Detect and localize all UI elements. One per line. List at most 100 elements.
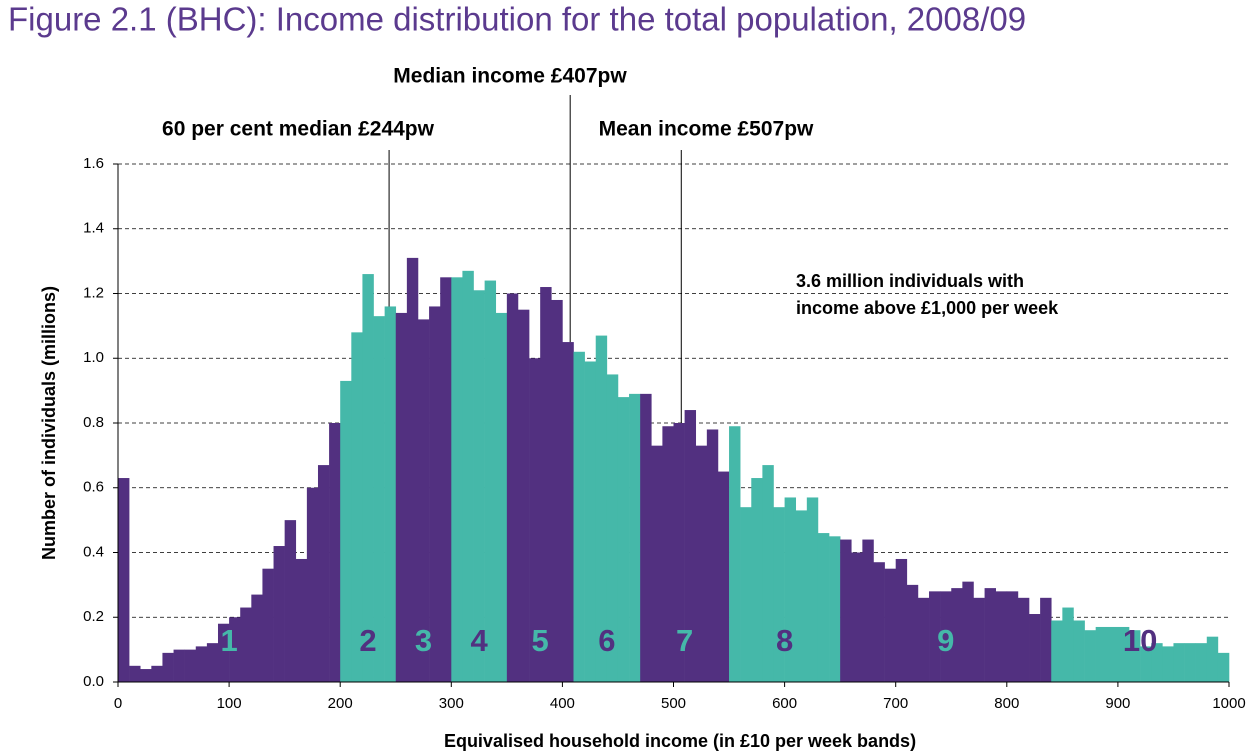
annotation: Median income £407pw (393, 65, 627, 88)
bar (1117, 626, 1130, 682)
bar (817, 533, 830, 682)
bar (229, 617, 241, 682)
x-tick-label: 400 (550, 695, 575, 712)
decile-label: 2 (359, 623, 376, 658)
note-line: income above £1,000 per week (796, 298, 1059, 318)
bar (706, 429, 719, 682)
decile-label: 10 (1123, 623, 1157, 658)
note-line: 3.6 million individuals with (796, 271, 1024, 291)
y-axis-title: Number of individuals (millions) (39, 286, 59, 560)
y-tick-label: 0.6 (83, 479, 104, 496)
x-tick-label: 200 (328, 695, 353, 712)
y-tick-label: 0.2 (83, 608, 104, 625)
x-tick-label: 900 (1105, 695, 1130, 712)
bar (773, 507, 785, 682)
bar (551, 299, 563, 682)
x-tick-label: 100 (217, 695, 242, 712)
bar (795, 510, 808, 682)
bar (151, 665, 163, 682)
bar (306, 487, 319, 682)
bar (118, 478, 130, 682)
bar (484, 280, 497, 682)
x-axis-title: Equivalised household income (in £10 per… (444, 731, 916, 751)
bar (640, 393, 652, 682)
bar (1140, 646, 1152, 682)
bar (1173, 643, 1185, 682)
bar (1029, 614, 1041, 682)
bar (984, 588, 996, 682)
bar (373, 316, 385, 682)
x-tick-label: 700 (883, 695, 908, 712)
bar (517, 309, 530, 682)
bar (417, 319, 430, 682)
bar (529, 358, 541, 682)
bar (862, 539, 874, 682)
bar (1040, 597, 1052, 682)
bar (351, 332, 363, 682)
bar (195, 646, 208, 682)
bar (973, 597, 985, 682)
x-tick-label: 800 (994, 695, 1019, 712)
bar (1217, 652, 1230, 682)
bar (1106, 626, 1119, 682)
bar (1017, 597, 1030, 682)
bar (1006, 591, 1019, 682)
bar (251, 594, 263, 682)
bar (540, 287, 552, 682)
bar (429, 306, 441, 682)
bar (562, 342, 574, 682)
bar (1051, 620, 1063, 682)
y-tick-label: 0.4 (83, 543, 104, 560)
bar (1206, 636, 1219, 682)
bar (695, 445, 708, 682)
bar (929, 591, 941, 682)
bar (184, 649, 197, 682)
bar (406, 257, 419, 682)
bar (295, 558, 308, 682)
x-tick-label: 500 (661, 695, 686, 712)
bar (840, 539, 852, 682)
bar (895, 558, 908, 682)
bar (662, 426, 674, 682)
bar (1195, 643, 1208, 682)
x-tick-label: 600 (772, 695, 797, 712)
bar (462, 270, 474, 682)
bar (217, 623, 230, 682)
bar (173, 649, 185, 682)
bar (584, 361, 597, 682)
bar (340, 380, 352, 682)
bar (129, 665, 141, 682)
bar (1073, 620, 1085, 682)
y-tick-label: 1.6 (83, 155, 104, 172)
bar (506, 293, 519, 682)
bar (273, 546, 285, 682)
bar (784, 497, 797, 682)
bar (606, 374, 619, 682)
decile-label: 1 (220, 623, 237, 658)
x-tick-label: 0 (114, 695, 122, 712)
y-tick-label: 0.0 (83, 673, 104, 690)
bar (717, 471, 730, 682)
bar (651, 445, 663, 682)
annotation: 60 per cent median £244pw (162, 118, 435, 141)
bar (740, 507, 752, 682)
bar (873, 562, 885, 682)
decile-label: 6 (598, 623, 615, 658)
chart-title: Figure 2.1 (BHC): Income distribution fo… (8, 1, 1026, 38)
bar (284, 520, 297, 682)
bar (384, 306, 397, 682)
bar (262, 568, 274, 682)
bar (317, 465, 330, 682)
bar (729, 426, 741, 682)
bar (362, 274, 374, 682)
bar (473, 290, 485, 682)
decile-label: 4 (470, 623, 488, 658)
bar (495, 312, 508, 682)
x-tick-label: 1000 (1212, 695, 1245, 712)
x-tick-label: 300 (439, 695, 464, 712)
bar (829, 536, 841, 682)
bar (673, 423, 685, 682)
bar (1129, 630, 1141, 682)
bar (595, 335, 608, 682)
y-tick-label: 0.8 (83, 414, 104, 431)
